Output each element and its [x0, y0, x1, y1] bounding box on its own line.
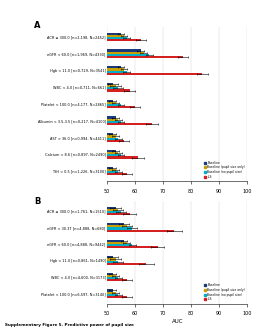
Bar	[107, 227, 132, 230]
Bar	[107, 51, 143, 54]
Bar	[107, 118, 118, 121]
Bar	[107, 138, 118, 140]
Bar	[107, 152, 118, 154]
Bar	[107, 121, 121, 123]
Bar	[107, 296, 126, 298]
Bar	[107, 102, 115, 104]
Bar	[107, 85, 115, 87]
Bar	[107, 140, 123, 142]
Bar	[107, 33, 121, 35]
Bar	[107, 256, 112, 258]
Bar	[107, 223, 123, 225]
Bar	[107, 260, 118, 263]
Bar	[107, 37, 126, 39]
Bar	[107, 156, 137, 159]
Bar	[107, 154, 121, 156]
Bar	[107, 71, 126, 73]
Legend: Baseline, Baseline (pupil size only), Baseline (no pupil size), ILS: Baseline, Baseline (pupil size only), Ba…	[202, 160, 245, 180]
Bar	[107, 135, 115, 138]
Bar	[107, 289, 112, 291]
Bar	[107, 263, 146, 265]
Bar	[107, 246, 157, 248]
Bar	[107, 39, 140, 42]
Bar	[107, 258, 115, 260]
Bar	[107, 89, 129, 92]
Bar	[107, 209, 118, 211]
Bar	[107, 106, 135, 109]
Bar	[107, 279, 126, 281]
Bar	[107, 167, 112, 169]
Bar	[107, 207, 115, 209]
Bar	[107, 277, 118, 279]
Bar	[107, 83, 112, 85]
Bar	[107, 56, 182, 58]
Bar	[107, 225, 126, 227]
Text: B: B	[34, 197, 40, 206]
Bar	[107, 68, 123, 71]
Bar	[107, 104, 121, 106]
Bar	[107, 116, 115, 118]
Bar	[107, 73, 202, 75]
Bar	[107, 291, 115, 294]
Bar	[107, 87, 118, 89]
Bar	[107, 133, 112, 135]
Bar	[107, 54, 149, 56]
Bar	[107, 100, 112, 102]
Bar	[107, 50, 140, 51]
Bar	[107, 213, 129, 215]
Bar	[107, 150, 115, 152]
Bar	[107, 275, 115, 277]
Bar	[107, 244, 132, 246]
Bar	[107, 211, 121, 213]
Bar	[107, 35, 123, 37]
Bar	[107, 123, 151, 125]
Bar	[107, 240, 123, 242]
Legend: Baseline, Baseline (pupil size only), Baseline (no pupil size), ILS: Baseline, Baseline (pupil size only), Ba…	[202, 282, 245, 302]
Text: A: A	[34, 21, 40, 30]
Bar	[107, 242, 126, 244]
Bar	[107, 169, 115, 171]
Bar	[107, 173, 126, 175]
Text: Supplementary Figure 5. Predictive power of pupil size: Supplementary Figure 5. Predictive power…	[5, 323, 133, 327]
Bar	[107, 171, 118, 173]
Bar	[107, 294, 118, 296]
Bar	[107, 66, 121, 68]
Bar	[107, 273, 112, 275]
X-axis label: AUC: AUC	[171, 319, 182, 324]
Bar	[107, 230, 174, 232]
